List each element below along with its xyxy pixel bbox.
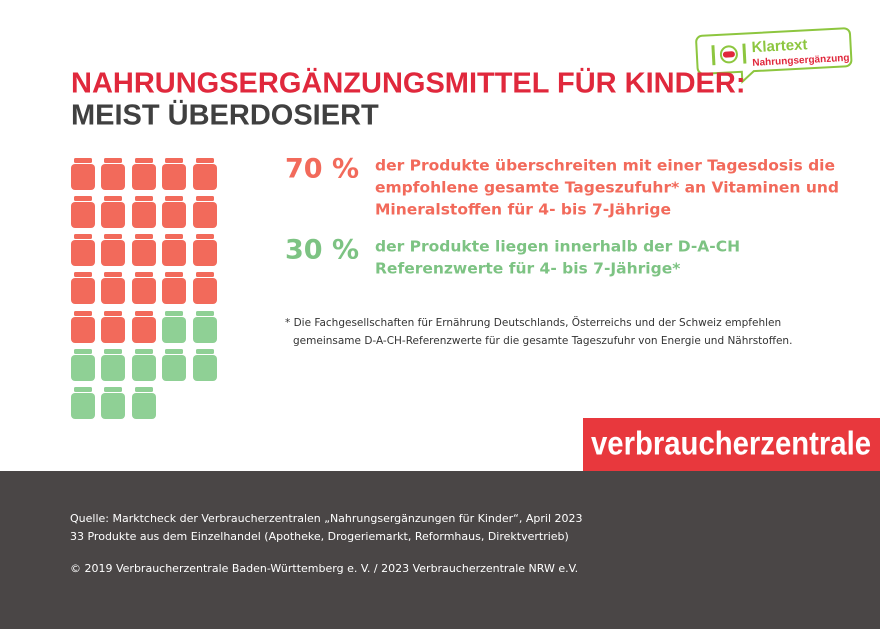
stat-line: empfohlene gesamte Tageszufuhr* an Vitam… (375, 179, 839, 197)
badge-title: Klartext (751, 36, 808, 56)
title: NAHRUNGSERGÄNZUNGSMITTEL FÜR KINDER: (71, 67, 746, 100)
badge: Klartext Nahrungsergänzung (695, 27, 853, 84)
stat-percent: 70 % (285, 154, 359, 185)
subtitle: MEIST ÜBERDOSIERT (71, 99, 379, 132)
footer (0, 471, 880, 629)
footnote: gemeinsame D-A-CH-Referenzwerte für die … (293, 335, 792, 347)
footer-line: 33 Produkte aus dem Einzelhandel (Apothe… (70, 530, 569, 543)
stat-percent: 30 % (285, 235, 359, 266)
footer-line: © 2019 Verbraucherzentrale Baden-Württem… (70, 562, 578, 575)
stat-line: Referenzwerte für 4- bis 7-Jährige* (375, 260, 680, 278)
jar-grid (71, 158, 217, 419)
footnote: * Die Fachgesellschaften für Ernährung D… (285, 316, 781, 329)
stat-line: der Produkte liegen innerhalb der D-A-CH (375, 238, 740, 256)
stat-line: der Produkte überschreiten mit einer Tag… (375, 157, 835, 175)
stat-line: Mineralstoffen für 4- bis 7-Jährige (375, 201, 671, 219)
badge-subtitle: Nahrungsergänzung (752, 53, 850, 69)
logo: verbraucherzentrale (591, 425, 871, 462)
logo-box (583, 418, 880, 471)
footer-line: Quelle: Marktcheck der Verbraucherzentra… (70, 512, 583, 525)
